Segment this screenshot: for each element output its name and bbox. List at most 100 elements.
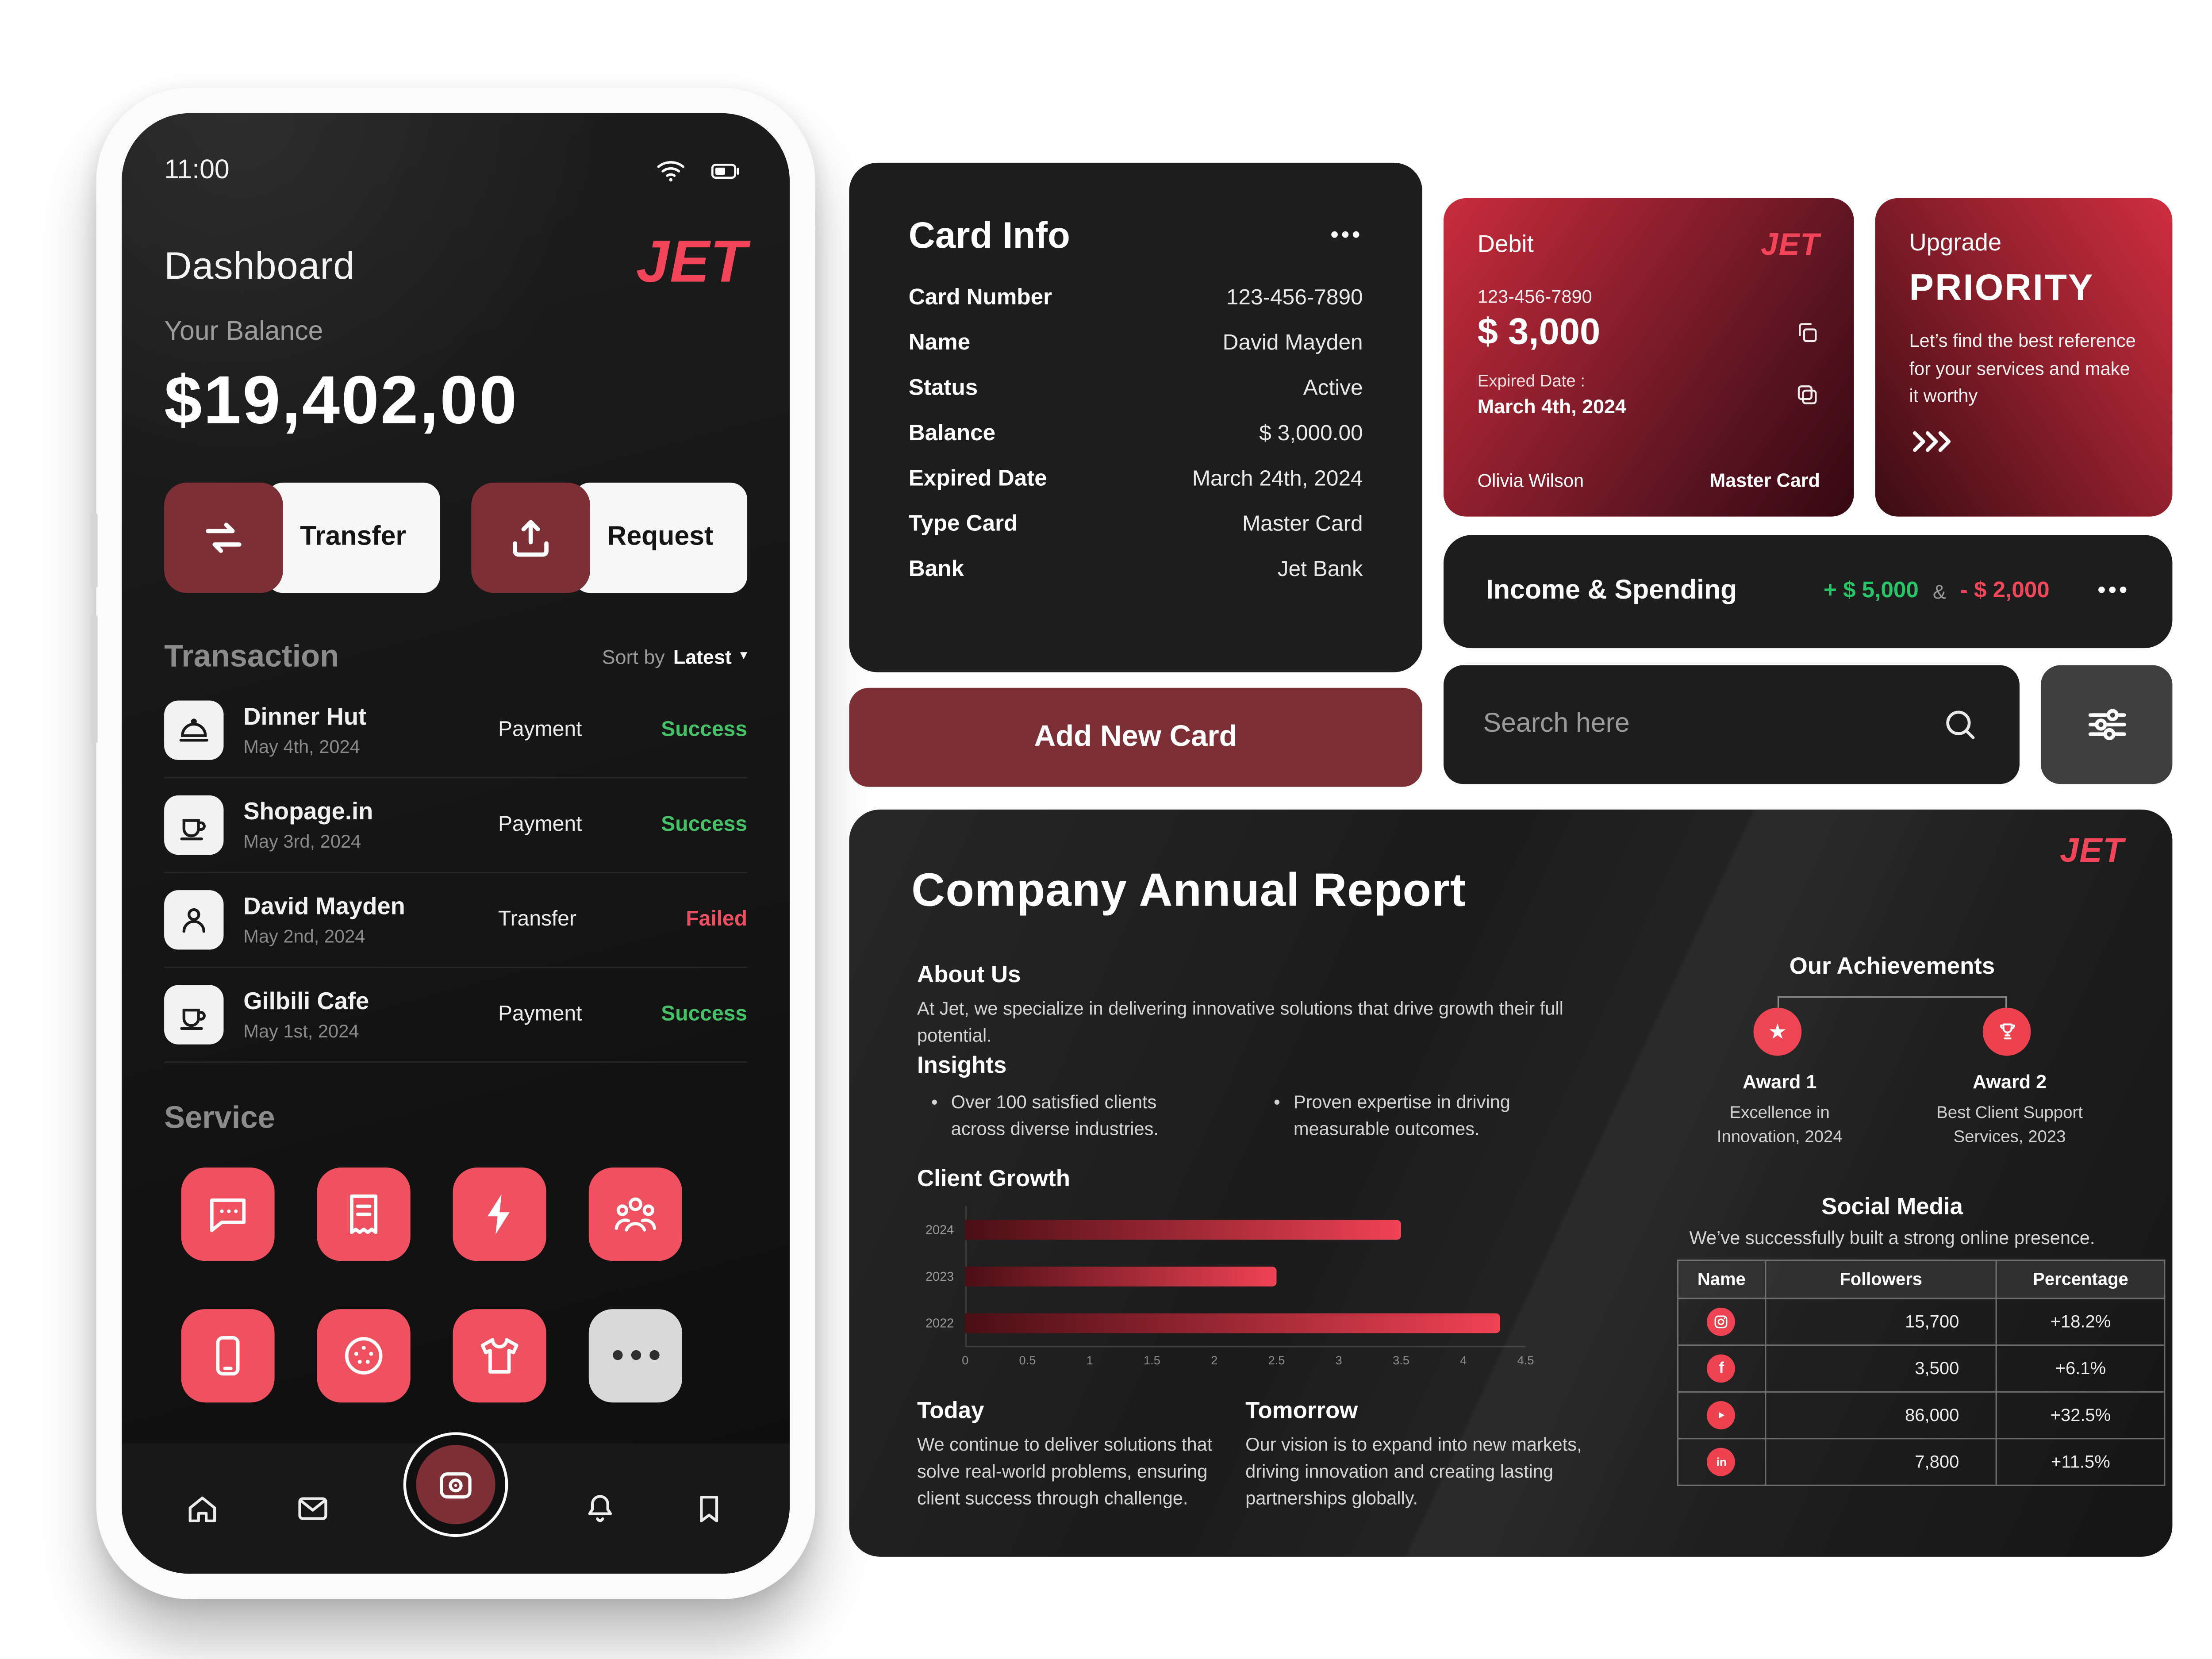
- sort-by-control[interactable]: Sort by Latest ▾: [602, 645, 747, 668]
- followers-value: 7,800: [1764, 1438, 1997, 1486]
- card-balance: $ 3,000: [1477, 310, 1601, 353]
- service-tile-bill[interactable]: [317, 1167, 411, 1261]
- field-label: Name: [908, 331, 971, 355]
- card-info-row: Balance $ 3,000.00: [909, 422, 1363, 447]
- nav-notifications[interactable]: [581, 1490, 618, 1527]
- award-item: Award 2 Best Client Support Services, 20…: [1904, 1070, 2116, 1150]
- table-row: 86,000 +32.5%: [1677, 1391, 2166, 1440]
- award-desc: Best Client Support Services, 2023: [1936, 1102, 2083, 1147]
- debit-card-header: Debit JET: [1478, 227, 1820, 263]
- nav-bookmarks[interactable]: [691, 1490, 727, 1527]
- transaction-row[interactable]: David Mayden May 2nd, 2024 Transfer Fail…: [164, 873, 748, 968]
- nav-mail[interactable]: [294, 1490, 330, 1527]
- transaction-row[interactable]: Dinner Hut May 4th, 2024 Payment Success: [164, 683, 748, 778]
- transaction-name: Gilbili Cafe: [243, 987, 369, 1015]
- person-icon: [164, 890, 224, 949]
- chevrons-right-icon[interactable]: [1909, 430, 2138, 452]
- award-trophy-icon: [1982, 1007, 2031, 1056]
- expiry-label: Expired Date :: [1477, 371, 1586, 391]
- award-name: Award 1: [1743, 1071, 1817, 1093]
- service-tile-chip[interactable]: [317, 1309, 411, 1402]
- transactions-list: Dinner Hut May 4th, 2024 Payment Success…: [164, 683, 748, 1063]
- chart-title: Client Growth: [917, 1166, 1070, 1192]
- transaction-row[interactable]: Shopage.in May 3rd, 2024 Payment Success: [164, 778, 748, 873]
- more-icon: [612, 1350, 659, 1361]
- field-label: Expired Date: [908, 467, 1047, 492]
- spending-value: - $ 2,000: [1960, 579, 2050, 603]
- add-new-card-button[interactable]: Add New Card: [849, 687, 1422, 787]
- copy-card-icon[interactable]: [1794, 381, 1820, 407]
- service-tile-shirt[interactable]: [453, 1309, 546, 1402]
- field-value: Active: [1303, 376, 1363, 401]
- card-info-row: Card Number 123-456-7890: [909, 286, 1363, 311]
- chart-tick-label: 2.5: [1268, 1353, 1285, 1367]
- field-value: Master Card: [1242, 512, 1363, 537]
- percentage-value: +32.5%: [1996, 1391, 2166, 1440]
- chart-tick-label: 3.5: [1393, 1353, 1409, 1367]
- transaction-name: David Mayden: [243, 892, 405, 920]
- table-row: f 3,500 +6.1%: [1677, 1344, 2166, 1393]
- linkedin-icon: in: [1707, 1448, 1736, 1476]
- service-tile-chat[interactable]: [181, 1167, 275, 1261]
- field-value: 123-456-7890: [1226, 286, 1363, 310]
- chart-row: 2022: [917, 1299, 1526, 1346]
- about-title: About Us: [917, 962, 1021, 988]
- chart-tick-label: 0.5: [1019, 1353, 1036, 1367]
- percentage-value: +18.2%: [1996, 1298, 2166, 1346]
- insight-item: Proven expertise in driving measurable o…: [1274, 1090, 1536, 1143]
- card-expiry: Expired Date : March 4th, 2024: [1478, 371, 1626, 418]
- filter-button[interactable]: [2040, 665, 2173, 784]
- transfer-label: Transfer: [266, 482, 440, 593]
- more-menu-icon[interactable]: •••: [1330, 223, 1363, 247]
- insight-item: Over 100 satisfied clients across divers…: [931, 1090, 1214, 1143]
- card-balance-row: $ 3,000: [1478, 310, 1820, 354]
- sort-label: Sort by: [602, 645, 665, 668]
- tomorrow-title: Tomorrow: [1245, 1398, 1358, 1424]
- transfer-button[interactable]: Transfer: [164, 482, 440, 593]
- youtube-icon: [1707, 1401, 1736, 1429]
- transaction-type: Payment: [498, 718, 582, 742]
- copy-icon[interactable]: [1794, 319, 1820, 345]
- transaction-names: Dinner Hut May 4th, 2024: [243, 703, 498, 757]
- sort-value: Latest: [673, 645, 732, 668]
- separator: &: [1932, 580, 1946, 603]
- search-input[interactable]: [1483, 709, 1940, 741]
- about-body: At Jet, we specialize in delivering inno…: [917, 998, 1563, 1046]
- service-tile-phone[interactable]: [181, 1309, 275, 1402]
- chart-tick-label: 4: [1460, 1353, 1467, 1367]
- flash-icon: [476, 1190, 524, 1238]
- quick-actions: Transfer Request: [164, 482, 748, 593]
- service-tile-flash[interactable]: [453, 1167, 546, 1261]
- income-value: + $ 5,000: [1823, 579, 1919, 603]
- transaction-names: David Mayden May 2nd, 2024: [243, 893, 498, 947]
- upgrade-title: PRIORITY: [1909, 266, 2094, 309]
- chip-icon: [340, 1332, 388, 1380]
- upgrade-card[interactable]: Upgrade PRIORITY Let’s find the best ref…: [1875, 198, 2173, 517]
- chart-row: 2023: [917, 1252, 1526, 1299]
- transaction-row[interactable]: Gilbili Cafe May 1st, 2024 Payment Succe…: [164, 968, 748, 1063]
- service-tile-more[interactable]: [588, 1309, 682, 1402]
- request-button[interactable]: Request: [471, 482, 748, 593]
- field-label: Type Card: [908, 512, 1018, 537]
- service-tile-team[interactable]: [588, 1167, 682, 1261]
- chart-row-label: 2022: [926, 1315, 954, 1330]
- search-icon[interactable]: [1940, 705, 1980, 745]
- upgrade-body: Let’s find the best reference for your s…: [1909, 330, 2136, 407]
- battery-icon: [705, 156, 747, 187]
- transaction-type: Payment: [498, 813, 582, 837]
- award-desc: Excellence in Innovation, 2024: [1717, 1102, 1843, 1147]
- chart-row: 2024: [917, 1206, 1526, 1253]
- field-value: March 24th, 2024: [1192, 467, 1363, 492]
- jet-logo: JET: [636, 228, 748, 295]
- transaction-name: Dinner Hut: [243, 703, 367, 730]
- team-icon: [611, 1190, 660, 1238]
- more-menu-icon[interactable]: •••: [2097, 579, 2130, 603]
- achievements-connector: [1777, 996, 2007, 1009]
- status-time: 11:00: [164, 155, 230, 186]
- transaction-status: Success: [661, 1002, 748, 1027]
- income-spending-panel: Income & Spending + $ 5,000 & - $ 2,000 …: [1443, 535, 2173, 649]
- nav-scan-button[interactable]: [403, 1432, 508, 1537]
- transaction-name: Shopage.in: [243, 798, 373, 825]
- nav-home[interactable]: [184, 1490, 221, 1527]
